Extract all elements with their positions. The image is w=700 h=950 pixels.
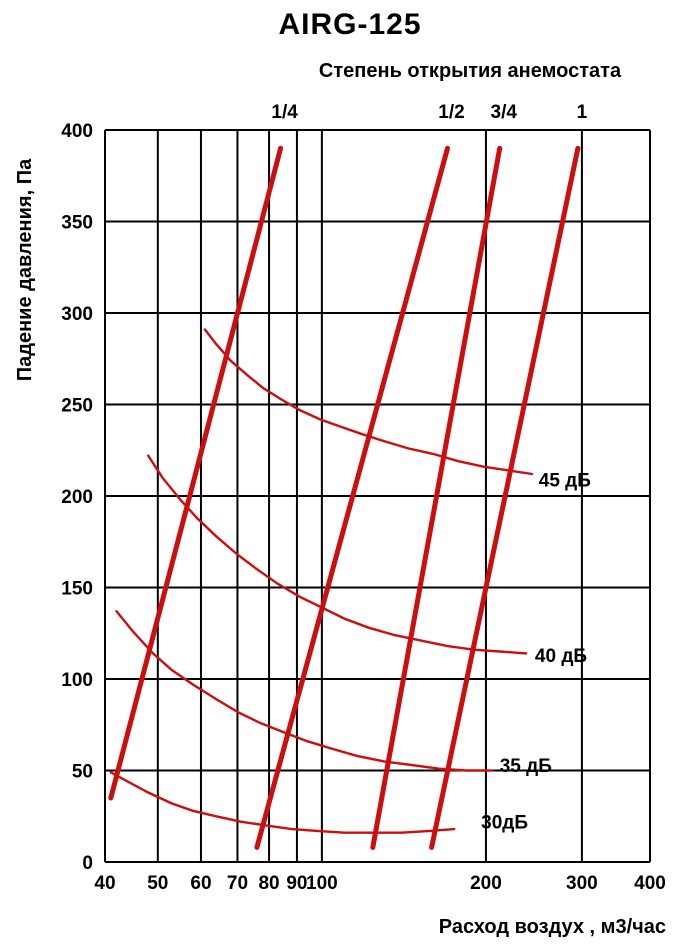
y-tick-label: 250 [61, 396, 93, 417]
x-tick-label: 60 [190, 873, 211, 894]
y-tick-label: 200 [61, 487, 93, 508]
noise-curve-30дБ [109, 771, 456, 834]
opening-line-1/2 [254, 145, 450, 850]
y-tick-label: 300 [61, 304, 93, 325]
opening-line-top-label: 1/4 [271, 102, 298, 123]
x-axis-title: Расход воздух , м3/час [438, 916, 666, 938]
opening-line-top-label: 1/2 [438, 102, 464, 123]
opening-line-3/4 [370, 145, 503, 850]
x-tick-label: 70 [227, 873, 248, 894]
y-tick-label: 100 [61, 670, 93, 691]
noise-curve-label: 40 дБ [535, 646, 587, 667]
noise-curve-label: 35 дБ [500, 756, 552, 777]
x-tick-label: 50 [147, 873, 168, 894]
noise-curve-label: 30дБ [481, 813, 528, 834]
opening-line-top-label: 1 [577, 102, 588, 123]
y-tick-label: 400 [61, 121, 93, 142]
x-tick-label: 400 [634, 873, 666, 894]
noise-curve-label: 45 дБ [539, 471, 591, 492]
opening-line-1/4 [108, 145, 284, 801]
y-tick-label: 150 [61, 579, 93, 600]
x-tick-label: 300 [566, 873, 598, 894]
noise-curve-35 дБ [115, 610, 493, 772]
x-tick-label: 100 [306, 873, 338, 894]
opening-line-top-label: 3/4 [491, 102, 518, 123]
x-tick-label: 80 [258, 873, 279, 894]
noise-curve-40 дБ [147, 454, 528, 655]
x-tick-label: 40 [94, 873, 115, 894]
x-tick-label: 90 [286, 873, 307, 894]
opening-line-1 [429, 145, 581, 850]
chart-title: AIRG-125 [278, 8, 422, 41]
y-tick-label: 50 [72, 762, 93, 783]
x-tick-label: 200 [470, 873, 502, 894]
y-tick-label: 0 [82, 853, 93, 874]
y-tick-label: 350 [61, 213, 93, 234]
noise-curve-45 дБ [203, 328, 534, 476]
top-axis-title: Степень открытия анемостата [318, 60, 622, 82]
